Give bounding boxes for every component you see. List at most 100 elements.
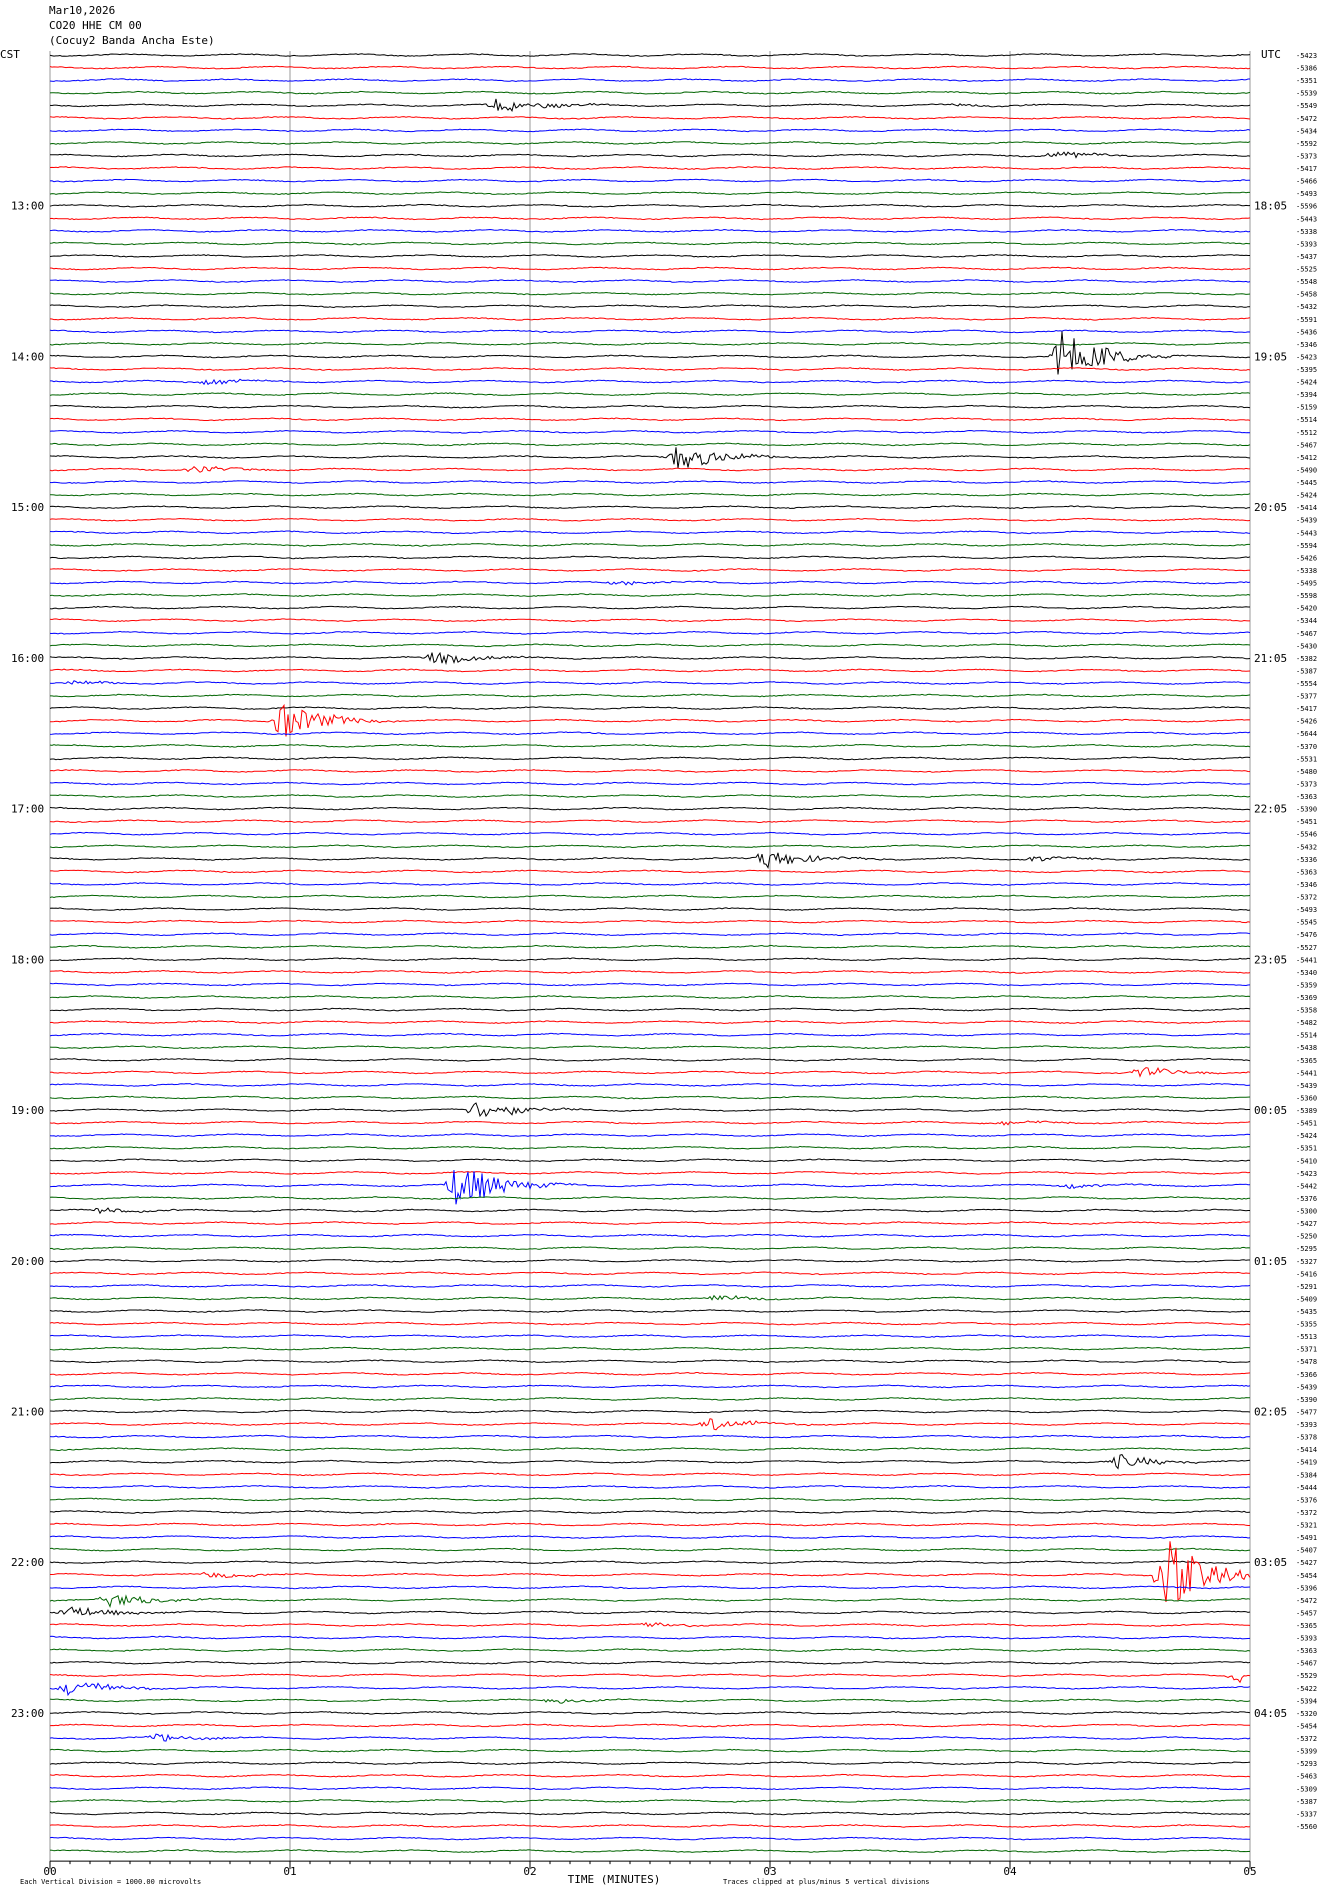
- trace-offset-label: -5393: [1296, 240, 1317, 248]
- seismic-trace: [50, 279, 1251, 283]
- trace-offset-label: -5382: [1296, 655, 1317, 663]
- trace-offset-label: -5548: [1296, 278, 1317, 286]
- trace-offset-label: -5300: [1296, 1208, 1317, 1216]
- trace-offset-label: -5159: [1296, 404, 1317, 412]
- seismic-trace: [49, 1409, 1251, 1414]
- trace-offset-label: -5370: [1296, 743, 1317, 751]
- trace-offset-label: -5427: [1296, 1559, 1317, 1567]
- seismic-trace: [49, 1284, 1251, 1288]
- trace-offset-label: -5438: [1296, 1044, 1317, 1052]
- trace-offset-label: -5531: [1296, 755, 1317, 763]
- seismic-trace: [49, 844, 1251, 849]
- seismic-trace: [49, 341, 1251, 346]
- trace-offset-label: -5390: [1296, 1396, 1317, 1404]
- seismic-trace: [49, 706, 1251, 710]
- seismic-trace: [49, 1294, 1251, 1301]
- trace-offset-label: -5454: [1296, 1572, 1317, 1580]
- trace-offset-label: -5358: [1296, 1007, 1317, 1015]
- trace-offset-label: -5414: [1296, 1446, 1317, 1454]
- seismic-trace: [49, 1321, 1251, 1326]
- trace-offset-label: -5355: [1296, 1321, 1317, 1329]
- seismic-trace: [49, 1786, 1251, 1791]
- seismic-trace: [49, 1836, 1251, 1841]
- trace-offset-label: -5437: [1296, 253, 1317, 261]
- trace-offset-label: -5372: [1296, 894, 1317, 902]
- seismic-trace: [49, 703, 1251, 737]
- utc-time-label: 00:05: [1254, 1104, 1287, 1117]
- cst-time-label: 17:00: [11, 803, 44, 816]
- seismic-trace: [49, 555, 1251, 560]
- trace-offset-label: -5467: [1296, 630, 1317, 638]
- seismic-trace: [49, 852, 1251, 870]
- trace-offset-label: -5480: [1296, 768, 1317, 776]
- trace-offset-label: -5451: [1296, 1120, 1317, 1128]
- trace-offset-label: -5393: [1296, 1421, 1317, 1429]
- trace-offset-label: -5363: [1296, 1647, 1317, 1655]
- cst-time-label: 19:00: [11, 1104, 44, 1117]
- seismic-trace: [49, 630, 1251, 635]
- seismic-trace: [49, 1748, 1251, 1753]
- trace-offset-label: -5463: [1296, 1773, 1317, 1781]
- seismic-trace: [49, 1560, 1250, 1565]
- trace-offset-label: -5441: [1296, 956, 1317, 964]
- seismic-trace: [49, 568, 1250, 572]
- trace-offset-label: -5423: [1296, 1170, 1317, 1178]
- seismic-trace: [49, 1397, 1250, 1401]
- seismic-trace: [49, 932, 1251, 937]
- trace-offset-label: -5525: [1296, 266, 1317, 274]
- seismic-trace: [49, 1057, 1251, 1062]
- trace-offset-label: -5427: [1296, 1220, 1317, 1228]
- trace-offset-label: -5399: [1296, 1748, 1317, 1756]
- trace-offset-label: -5320: [1296, 1710, 1317, 1718]
- trace-offset-label: -5423: [1296, 52, 1317, 60]
- utc-time-label: 21:05: [1254, 652, 1287, 665]
- seismic-trace: [49, 618, 1250, 623]
- trace-offset-label: -5387: [1296, 1798, 1317, 1806]
- trace-offset-label: -5467: [1296, 1660, 1317, 1668]
- trace-offset-label: -5346: [1296, 881, 1317, 889]
- trace-offset-label: -5417: [1296, 705, 1317, 713]
- seismic-trace: [49, 806, 1251, 811]
- cst-time-label: 15:00: [11, 501, 44, 514]
- trace-offset-label: -5430: [1296, 642, 1317, 650]
- seismic-trace: [49, 1773, 1251, 1778]
- trace-offset-label: -5359: [1296, 981, 1317, 989]
- seismic-trace: [49, 304, 1250, 309]
- seismic-trace: [49, 1359, 1251, 1364]
- trace-offset-label: -5644: [1296, 730, 1317, 738]
- seismic-trace: [49, 969, 1251, 974]
- trace-offset-label: -5338: [1296, 567, 1317, 575]
- trace-offset-label: -5378: [1296, 1434, 1317, 1442]
- seismic-trace: [49, 241, 1251, 246]
- trace-offset-label: -5363: [1296, 793, 1317, 801]
- trace-offset-label: -5420: [1296, 605, 1317, 613]
- trace-offset-label: -5434: [1296, 127, 1317, 135]
- seismic-trace: [49, 831, 1251, 836]
- trace-offset-label: -5363: [1296, 868, 1317, 876]
- trace-offset-label: -5493: [1296, 906, 1317, 914]
- seismic-trace: [49, 1660, 1251, 1665]
- seismic-trace: [49, 517, 1251, 522]
- seismic-trace: [49, 1133, 1251, 1138]
- trace-offset-label: -5432: [1296, 843, 1317, 851]
- seismic-trace: [49, 1158, 1251, 1163]
- utc-time-label: 01:05: [1254, 1255, 1287, 1268]
- trace-offset-label: -5476: [1296, 931, 1317, 939]
- trace-offset-label: -5549: [1296, 102, 1317, 110]
- trace-offset-label: -5390: [1296, 806, 1317, 814]
- trace-offset-label: -5444: [1296, 1484, 1317, 1492]
- seismic-trace: [49, 404, 1251, 409]
- seismic-trace: [49, 995, 1251, 999]
- seismic-trace: [49, 1635, 1251, 1640]
- trace-offset-label: -5439: [1296, 1082, 1317, 1090]
- seismic-trace: [49, 1673, 1251, 1684]
- seismic-trace: [49, 1434, 1250, 1439]
- trace-offset-label: -5344: [1296, 617, 1317, 625]
- trace-offset-label: -5338: [1296, 228, 1317, 236]
- trace-offset-label: -5412: [1296, 454, 1317, 462]
- trace-offset-label: -5396: [1296, 1584, 1317, 1592]
- seismic-trace: [49, 919, 1251, 924]
- trace-offset-label: -5351: [1296, 77, 1317, 85]
- seismic-trace: [49, 1221, 1251, 1225]
- seismic-trace: [49, 731, 1251, 736]
